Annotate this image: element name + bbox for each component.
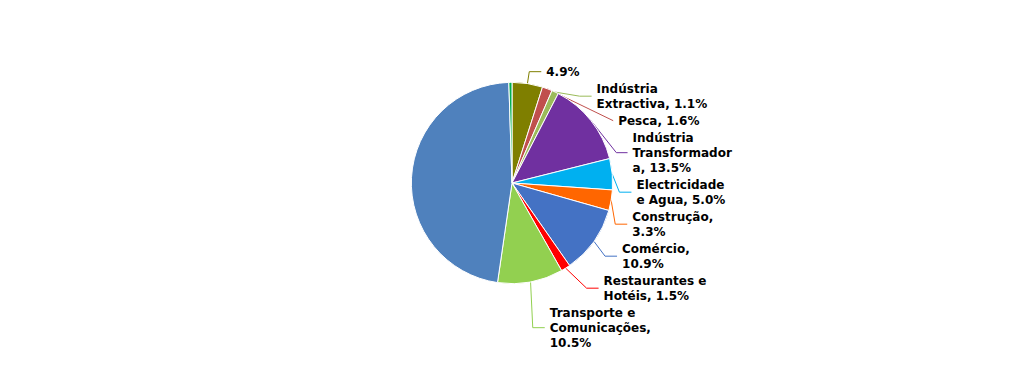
- svg-text:Indústria: Indústria: [597, 82, 658, 96]
- svg-text:Pesca, 1.6%: Pesca, 1.6%: [618, 114, 699, 128]
- svg-text:Hotéis, 1.5%: Hotéis, 1.5%: [604, 289, 689, 303]
- svg-text:Transformador: Transformador: [633, 146, 732, 160]
- svg-text:Restaurantes e: Restaurantes e: [604, 274, 707, 288]
- svg-text:Transporte e: Transporte e: [550, 306, 636, 320]
- svg-text:4.9%: 4.9%: [546, 65, 579, 79]
- svg-text:10.9%: 10.9%: [622, 257, 664, 271]
- svg-text:10.5%: 10.5%: [550, 336, 592, 350]
- svg-text:Comunicações,: Comunicações,: [550, 321, 651, 335]
- svg-text:Extractiva, 1.1%: Extractiva, 1.1%: [597, 97, 708, 111]
- svg-text:3.3%: 3.3%: [632, 225, 665, 239]
- svg-text:e Agua, 5.0%: e Agua, 5.0%: [636, 193, 725, 207]
- svg-text:Electricidade: Electricidade: [636, 178, 724, 192]
- svg-text:Comércio,: Comércio,: [622, 242, 690, 256]
- svg-text:a, 13.5%: a, 13.5%: [633, 161, 691, 175]
- svg-text:Construção,: Construção,: [632, 210, 713, 224]
- svg-text:Indústria: Indústria: [633, 131, 694, 145]
